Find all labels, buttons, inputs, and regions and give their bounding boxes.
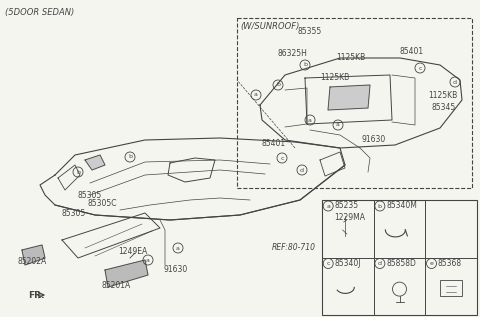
Text: 85305: 85305 [77, 191, 101, 199]
Text: b: b [303, 62, 307, 68]
Text: 85305: 85305 [62, 209, 86, 217]
Text: 85401: 85401 [399, 48, 423, 56]
Text: 85401: 85401 [262, 139, 286, 148]
Text: a: a [308, 118, 312, 122]
Text: 1125KB: 1125KB [336, 53, 365, 61]
Text: b: b [76, 170, 80, 174]
Text: (W/SUNROOF): (W/SUNROOF) [240, 22, 300, 31]
Text: 85202A: 85202A [18, 257, 47, 267]
Text: (5DOOR SEDAN): (5DOOR SEDAN) [5, 8, 74, 17]
Text: a: a [336, 122, 340, 127]
Text: a: a [146, 257, 150, 262]
Text: a: a [326, 204, 330, 209]
Polygon shape [22, 245, 45, 265]
Text: 85235: 85235 [335, 202, 359, 210]
Text: 1229MA: 1229MA [335, 212, 365, 222]
Text: 85355: 85355 [298, 28, 322, 36]
Text: 85340J: 85340J [335, 259, 361, 268]
Text: a: a [176, 245, 180, 250]
Bar [322, 200, 477, 315]
Bar [440, 280, 462, 296]
Text: a: a [254, 93, 258, 98]
Text: 85368: 85368 [438, 259, 462, 268]
Text: b: b [276, 82, 280, 87]
Text: b: b [128, 154, 132, 159]
Text: 85201A: 85201A [102, 281, 131, 289]
Text: REF:80-710: REF:80-710 [272, 243, 316, 253]
Text: d: d [300, 167, 304, 172]
Text: 86325H: 86325H [278, 49, 308, 57]
Text: 85858D: 85858D [386, 259, 416, 268]
Text: 85305C: 85305C [88, 199, 118, 209]
Text: FR.: FR. [28, 290, 45, 300]
Text: 1125KB: 1125KB [320, 73, 349, 81]
Polygon shape [328, 85, 370, 110]
Text: 91630: 91630 [163, 266, 187, 275]
Polygon shape [105, 260, 148, 287]
Text: c: c [280, 156, 284, 160]
Text: e: e [430, 261, 433, 266]
Bar [237, 18, 472, 188]
Text: b: b [378, 204, 382, 209]
Polygon shape [85, 155, 105, 170]
Text: d: d [378, 261, 382, 266]
Text: c: c [326, 261, 330, 266]
Text: c: c [418, 66, 422, 70]
Text: 85345: 85345 [432, 102, 456, 112]
Text: d: d [453, 80, 457, 85]
Text: 1249EA: 1249EA [118, 248, 147, 256]
Text: 91630: 91630 [362, 135, 386, 145]
Text: 85340M: 85340M [386, 202, 417, 210]
Text: 1125KB: 1125KB [428, 90, 457, 100]
